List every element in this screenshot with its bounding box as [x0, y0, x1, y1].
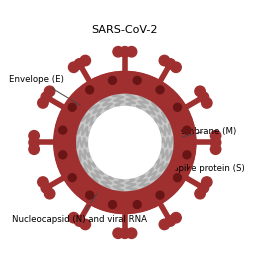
- Text: Envelope (E): Envelope (E): [9, 75, 84, 108]
- Circle shape: [29, 144, 39, 154]
- Circle shape: [68, 213, 79, 223]
- Circle shape: [41, 183, 51, 193]
- Circle shape: [89, 106, 161, 178]
- Circle shape: [29, 130, 39, 141]
- Circle shape: [156, 191, 164, 199]
- Circle shape: [126, 46, 137, 57]
- Circle shape: [108, 76, 116, 84]
- Circle shape: [44, 86, 55, 97]
- Circle shape: [59, 151, 67, 159]
- Text: Membrane (M): Membrane (M): [173, 127, 237, 137]
- Circle shape: [159, 55, 170, 66]
- Circle shape: [198, 183, 209, 193]
- Circle shape: [133, 76, 141, 84]
- Circle shape: [173, 174, 181, 182]
- Circle shape: [86, 191, 94, 199]
- Circle shape: [133, 200, 141, 209]
- Circle shape: [29, 137, 39, 148]
- Circle shape: [120, 46, 130, 57]
- Text: Spike protein (S): Spike protein (S): [173, 164, 245, 173]
- Circle shape: [44, 188, 55, 199]
- Circle shape: [86, 86, 94, 94]
- Circle shape: [210, 130, 221, 141]
- Circle shape: [108, 200, 116, 209]
- Text: Nucleocapsid (N) and viral RNA: Nucleocapsid (N) and viral RNA: [12, 158, 147, 225]
- Circle shape: [171, 62, 181, 73]
- Circle shape: [156, 86, 164, 94]
- Circle shape: [210, 137, 221, 148]
- Circle shape: [41, 92, 51, 102]
- Circle shape: [202, 177, 212, 187]
- Circle shape: [80, 219, 90, 230]
- Circle shape: [120, 228, 130, 239]
- Circle shape: [59, 126, 67, 134]
- Circle shape: [210, 144, 221, 154]
- Circle shape: [171, 213, 181, 223]
- Text: SARS-CoV-2: SARS-CoV-2: [92, 25, 158, 34]
- Circle shape: [183, 126, 191, 134]
- Circle shape: [159, 219, 170, 230]
- Circle shape: [38, 98, 48, 108]
- Circle shape: [71, 88, 179, 197]
- Circle shape: [113, 228, 123, 239]
- Circle shape: [165, 216, 176, 226]
- Circle shape: [54, 72, 196, 213]
- Circle shape: [195, 86, 205, 97]
- Circle shape: [126, 228, 137, 239]
- Circle shape: [195, 188, 205, 199]
- Circle shape: [68, 103, 76, 111]
- Circle shape: [202, 98, 212, 108]
- Circle shape: [74, 216, 85, 226]
- Circle shape: [38, 177, 48, 187]
- Circle shape: [68, 62, 79, 73]
- Circle shape: [113, 46, 123, 57]
- Circle shape: [68, 174, 76, 182]
- Circle shape: [173, 103, 181, 111]
- Circle shape: [198, 92, 209, 102]
- Circle shape: [165, 59, 176, 69]
- Circle shape: [183, 151, 191, 159]
- Circle shape: [80, 55, 90, 66]
- Circle shape: [74, 59, 85, 69]
